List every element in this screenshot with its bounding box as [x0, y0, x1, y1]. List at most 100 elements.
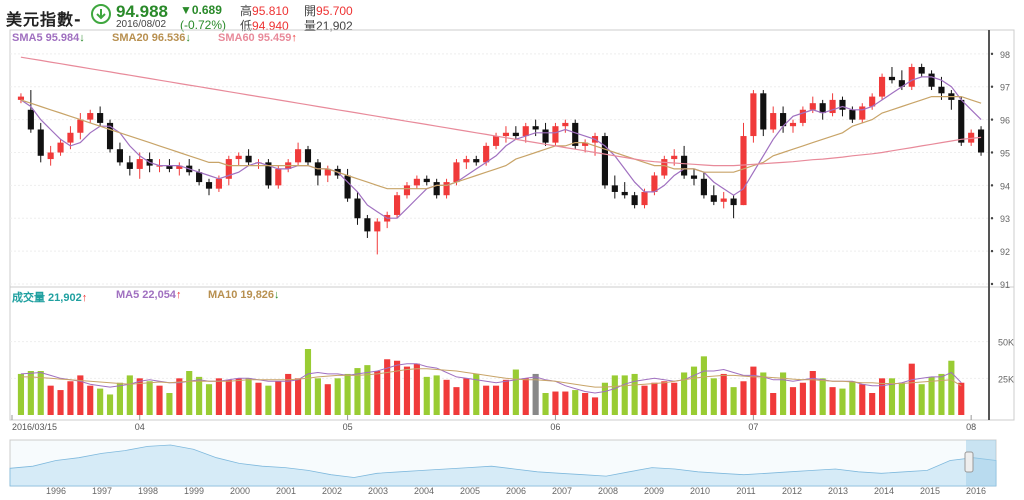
- volume-bar: [770, 393, 777, 415]
- volume-bar: [789, 387, 797, 415]
- candle-body: [740, 136, 747, 206]
- price-tick-dot: [990, 217, 994, 220]
- volume-bar: [354, 368, 361, 415]
- candle-body: [621, 191, 628, 196]
- volume-bar: [413, 363, 420, 415]
- price-tick-label: 93: [1000, 214, 1010, 224]
- navigator-handle: [964, 451, 974, 473]
- volume-bar: [166, 393, 173, 415]
- volume-bar: [463, 378, 470, 415]
- volume-bar: [928, 376, 935, 415]
- volume-bar: [285, 373, 292, 415]
- volume-bar: [512, 369, 519, 415]
- candle-body: [681, 155, 688, 176]
- candle-body: [37, 129, 44, 156]
- volume-bar: [324, 384, 331, 415]
- candle-body: [205, 182, 213, 189]
- candle-body: [166, 165, 173, 169]
- volume-bar: [552, 391, 559, 415]
- candle-body: [27, 109, 34, 130]
- volume-bar: [532, 373, 539, 415]
- volume-bar: [611, 375, 618, 415]
- candle-body: [829, 99, 836, 114]
- navigator-year-label: 2014: [874, 486, 894, 496]
- navigator-year-label: 1997: [92, 486, 112, 496]
- plot-frame: [9, 29, 1015, 421]
- volume-bar: [720, 373, 727, 415]
- volume-bar: [542, 393, 549, 415]
- price-tick-dot: [990, 249, 994, 253]
- ma-line-sma60: [20, 56, 982, 167]
- volume-bar: [176, 378, 183, 415]
- volume-bar: [819, 378, 826, 415]
- candle-body: [789, 122, 797, 127]
- candle-body: [512, 132, 519, 137]
- volume-bar: [641, 385, 648, 415]
- navigator-year-label: 2007: [552, 486, 572, 496]
- price-tick-label: 97: [1000, 83, 1010, 93]
- candle-body: [304, 149, 312, 163]
- quote-header: 美元指數- 94.988 2016/08/02 ▼0.689 (-0.72%) …: [0, 0, 1024, 33]
- x-tick-label: 05: [343, 422, 353, 432]
- candle-body: [106, 122, 114, 150]
- candle-body: [601, 136, 608, 186]
- high-value: 高95.810: [240, 4, 289, 18]
- quote-date: 2016/08/02: [116, 19, 167, 30]
- candle-body: [879, 76, 886, 97]
- navigator-year-label: 2013: [828, 486, 848, 496]
- legend-vol-ma10: MA10 19,826↓: [208, 289, 280, 301]
- candle-body: [671, 155, 678, 160]
- x-tick-label: 04: [135, 422, 145, 432]
- volume-bar: [710, 378, 717, 415]
- candle-body: [977, 129, 985, 153]
- volume-bar: [879, 378, 886, 415]
- candle-body: [265, 162, 272, 186]
- candle-body: [324, 168, 331, 176]
- volume-bar: [37, 371, 44, 415]
- candle-body: [799, 109, 806, 123]
- candle-body: [354, 198, 361, 219]
- volume-bar: [908, 363, 915, 415]
- volume-bar: [621, 375, 628, 415]
- candle-body: [483, 145, 490, 163]
- volume-bar: [651, 382, 658, 415]
- volume-bar: [384, 359, 391, 415]
- volume-bar: [809, 371, 816, 415]
- candle-body: [433, 182, 440, 196]
- candle-body: [295, 149, 302, 163]
- volume-bar: [394, 360, 401, 415]
- volume-bar: [839, 388, 846, 415]
- volume-bar: [492, 385, 500, 415]
- candle-body: [710, 195, 717, 202]
- volume-bar: [473, 373, 480, 415]
- navigator-year-label: 2003: [368, 486, 388, 496]
- volume-bar: [750, 366, 757, 415]
- volume-bar: [364, 365, 371, 415]
- price-tick-dot: [990, 184, 994, 187]
- volume-bar: [740, 381, 747, 415]
- navigator-year-label: 2011: [736, 486, 755, 496]
- volume-bar: [374, 371, 381, 415]
- volume-bar: [17, 373, 25, 415]
- volume-bar: [601, 382, 608, 415]
- volume-bar: [334, 378, 341, 415]
- volume-bar: [671, 382, 678, 415]
- vol-ma-line-ma10: [20, 368, 962, 388]
- volume-bar: [760, 372, 767, 415]
- candle-body: [394, 195, 401, 215]
- volume-bar: [87, 385, 94, 415]
- candle-body: [631, 195, 638, 206]
- volume-bar: [27, 371, 34, 415]
- candle-body: [225, 159, 232, 179]
- candle-body: [176, 165, 183, 169]
- volume-bar: [780, 372, 787, 415]
- volume-bar: [888, 378, 896, 415]
- x-tick-label: 2016/03/15: [12, 422, 57, 432]
- volume-bar: [918, 384, 925, 415]
- candle-body: [57, 142, 64, 153]
- price-change: ▼0.689: [180, 3, 222, 17]
- candle-body: [958, 99, 965, 143]
- volume-bar: [116, 382, 123, 415]
- price-tick-label: 91: [1000, 280, 1010, 290]
- volume-bar: [572, 390, 579, 415]
